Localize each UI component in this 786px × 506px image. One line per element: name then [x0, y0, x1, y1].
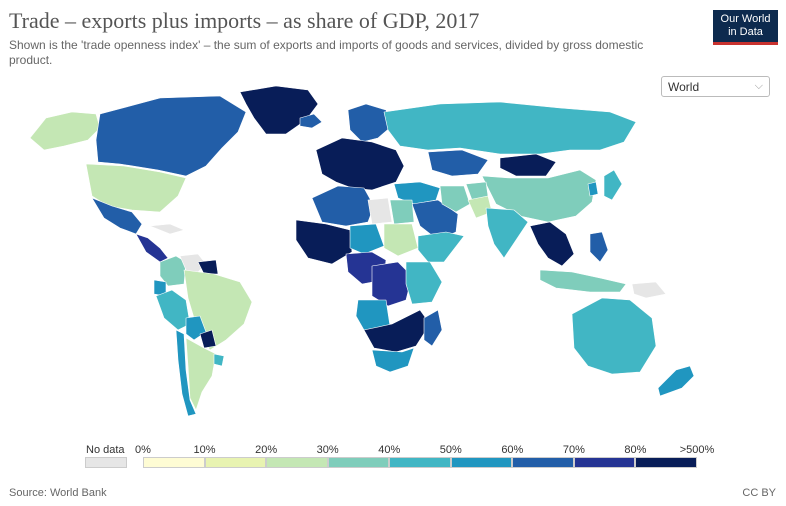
- legend-tick-label: 20%: [255, 444, 278, 456]
- legend-tick-label: 10%: [193, 444, 216, 456]
- logo-line-1: Our World: [720, 13, 771, 25]
- legend-tick-label: 40%: [378, 444, 401, 456]
- legend-no-data-swatch[interactable]: [85, 457, 127, 468]
- region-southern-africa[interactable]: [363, 309, 431, 353]
- region-central-america[interactable]: [135, 233, 169, 263]
- region-colombia[interactable]: [159, 255, 187, 287]
- region-papua-new-guinea[interactable]: [631, 281, 667, 299]
- region-new-zealand[interactable]: [657, 365, 695, 397]
- region-dr-congo[interactable]: [371, 261, 413, 307]
- region-kazakhstan[interactable]: [427, 149, 489, 177]
- region-paraguay[interactable]: [199, 329, 217, 349]
- legend-color-bin[interactable]: [327, 457, 390, 468]
- region-sudan[interactable]: [383, 223, 419, 257]
- logo-accent-bar: [713, 42, 778, 45]
- region-cuba[interactable]: [149, 223, 185, 235]
- region-west-africa[interactable]: [295, 219, 353, 265]
- license-note[interactable]: CC BY: [742, 487, 776, 499]
- region-chile[interactable]: [175, 329, 197, 417]
- region-egypt[interactable]: [389, 199, 415, 225]
- region-east-africa[interactable]: [405, 261, 443, 305]
- region-libya[interactable]: [367, 197, 393, 225]
- legend-color-bin[interactable]: [204, 457, 267, 468]
- region-alaska[interactable]: [29, 111, 101, 151]
- legend-tick-label: 50%: [439, 444, 462, 456]
- region-argentina[interactable]: [185, 337, 217, 411]
- region-western-europe[interactable]: [315, 137, 405, 191]
- region-middle-east[interactable]: [393, 181, 441, 205]
- region-select[interactable]: World ⌵: [661, 76, 770, 97]
- region-south-africa[interactable]: [371, 347, 415, 373]
- legend-color-bin[interactable]: [389, 457, 451, 468]
- region-south-korea[interactable]: [587, 181, 599, 197]
- region-southeast-asia[interactable]: [529, 221, 575, 267]
- chart-title: Trade – exports plus imports – as share …: [9, 8, 480, 33]
- region-scandinavia[interactable]: [347, 103, 393, 143]
- region-philippines[interactable]: [589, 231, 609, 263]
- region-mongolia[interactable]: [499, 153, 557, 177]
- legend-tick-label: 70%: [562, 444, 585, 456]
- region-madagascar[interactable]: [423, 309, 443, 347]
- legend-color-bin[interactable]: [573, 457, 636, 468]
- region-horn-of-africa[interactable]: [417, 231, 465, 263]
- legend-tick-label: 30%: [316, 444, 339, 456]
- region-russia[interactable]: [383, 101, 637, 155]
- region-north-africa-west[interactable]: [311, 185, 375, 227]
- region-india[interactable]: [485, 207, 529, 259]
- region-select-value: World: [668, 80, 700, 94]
- region-greenland[interactable]: [239, 85, 319, 135]
- legend-color-bin[interactable]: [635, 457, 697, 468]
- region-peru[interactable]: [155, 289, 191, 331]
- region-uruguay[interactable]: [213, 353, 225, 367]
- region-venezuela[interactable]: [179, 253, 207, 275]
- legend-color-bin[interactable]: [266, 457, 328, 468]
- chart-subtitle: Shown is the 'trade openness index' – th…: [9, 38, 644, 67]
- region-canada[interactable]: [95, 95, 247, 177]
- chevron-down-icon: ⌵: [754, 80, 763, 92]
- region-australia[interactable]: [571, 297, 657, 375]
- region-sahel[interactable]: [349, 223, 385, 255]
- legend-no-data-label: No data: [86, 444, 125, 456]
- legend-color-bin[interactable]: [143, 457, 205, 468]
- region-iceland[interactable]: [299, 113, 323, 129]
- legend-tick-label: 60%: [501, 444, 524, 456]
- legend-tick-label: 80%: [624, 444, 647, 456]
- world-map: [29, 85, 695, 417]
- legend-color-bin[interactable]: [450, 457, 513, 468]
- region-mexico[interactable]: [91, 197, 143, 235]
- region-japan[interactable]: [603, 169, 623, 201]
- region-indonesia[interactable]: [539, 269, 627, 293]
- legend-tick-label: 0%: [135, 444, 151, 456]
- owid-logo[interactable]: Our World in Data: [713, 10, 778, 45]
- region-iran[interactable]: [439, 185, 471, 213]
- logo-line-2: in Data: [728, 26, 763, 38]
- region-guyana[interactable]: [197, 259, 219, 275]
- source-note[interactable]: Source: World Bank: [9, 487, 107, 499]
- legend-tick-label: >500%: [679, 444, 715, 456]
- region-arabian-peninsula[interactable]: [411, 199, 459, 241]
- legend-color-bin[interactable]: [512, 457, 574, 468]
